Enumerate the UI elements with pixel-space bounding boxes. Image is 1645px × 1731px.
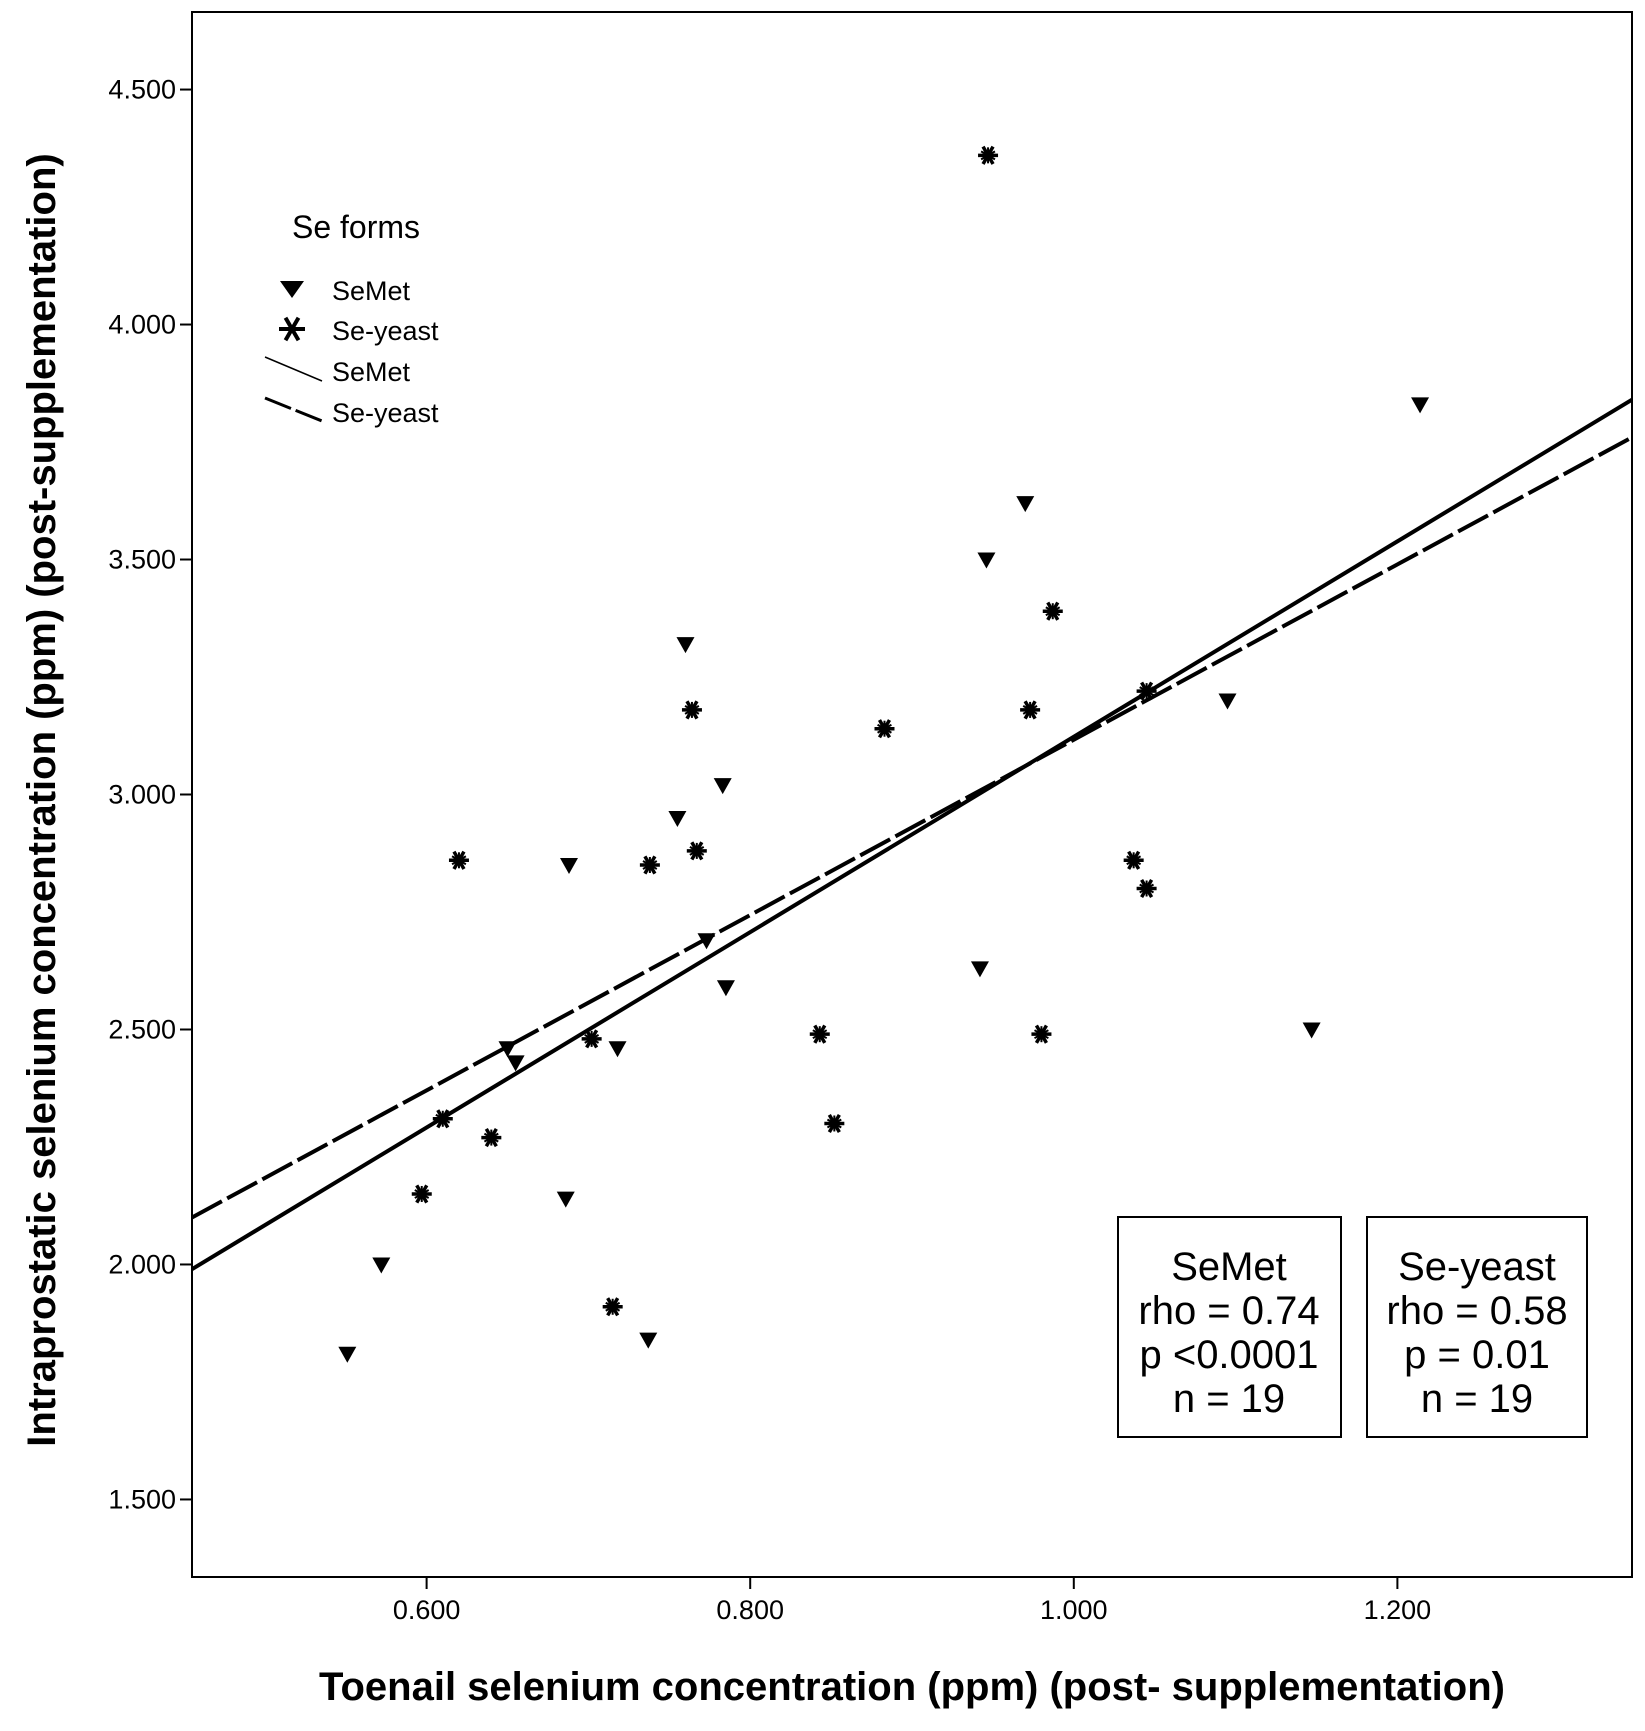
data-point-seyeast [481, 1128, 502, 1148]
legend-item-semet-line: SeMet [264, 356, 411, 387]
data-point-seyeast [411, 1184, 432, 1204]
data-point-semet [970, 961, 989, 978]
fit-line-solid [190, 398, 1634, 1271]
legend-label: Se-yeast [332, 398, 439, 428]
stats-line: n = 19 [1421, 1377, 1533, 1421]
regression-lines [190, 398, 1634, 1271]
data-point-semet [1302, 1022, 1321, 1039]
legend-item-seyeast-marker: Se-yeast [279, 316, 439, 346]
x-axis: 0.600 0.800 1.000 1.200 [393, 1577, 1431, 1625]
stats-box-semet: SeMet rho = 0.74 p <0.0001 n = 19 [1117, 1216, 1342, 1438]
y-tick-label: 1.500 [108, 1484, 176, 1514]
data-point-semet [559, 857, 578, 874]
y-tick-label: 3.500 [108, 545, 176, 575]
legend-label: SeMet [332, 276, 411, 306]
legend: Se forms SeMet Se-yeast SeMet Se-yeast [264, 209, 439, 428]
stats-line: rho = 0.74 [1138, 1289, 1319, 1333]
legend-item-semet-marker: SeMet [280, 276, 411, 306]
legend-item-seyeast-line: Se-yeast [264, 396, 439, 428]
y-tick-label: 4.000 [108, 310, 176, 340]
y-axis: 1.500 2.000 2.500 3.000 3.500 4.000 4.500 [108, 75, 192, 1514]
stats-line: rho = 0.58 [1386, 1289, 1567, 1333]
y-tick-label: 2.500 [108, 1014, 176, 1044]
data-point-semet [668, 810, 687, 827]
legend-label: Se-yeast [332, 316, 439, 346]
data-point-seyeast [686, 841, 707, 861]
data-point-semet [977, 552, 996, 569]
data-point-seyeast [874, 719, 895, 739]
triangle-down-icon [280, 281, 304, 298]
data-point-semet [676, 637, 695, 654]
data-point-semet [639, 1332, 658, 1349]
x-tick-label: 0.600 [393, 1595, 461, 1625]
data-point-seyeast [581, 1029, 602, 1049]
fit-line-dashed [191, 435, 1633, 1220]
asterisk-icon [279, 316, 305, 342]
data-point-semet [1016, 496, 1035, 513]
solid-line-icon [264, 356, 323, 382]
data-point-semet [716, 980, 735, 997]
data-point-seyeast [639, 855, 660, 875]
data-point-seyeast [1020, 700, 1041, 720]
data-point-semet [372, 1257, 391, 1274]
y-axis-title: Intraprostatic selenium concentration (p… [20, 153, 64, 1446]
data-point-seyeast [978, 145, 999, 165]
x-tick-label: 1.000 [1040, 1595, 1108, 1625]
data-point-seyeast [1136, 681, 1157, 701]
data-point-seyeast [681, 700, 702, 720]
data-point-seyeast [448, 850, 469, 870]
x-tick-label: 1.200 [1364, 1595, 1432, 1625]
x-tick-label: 0.800 [716, 1595, 784, 1625]
data-point-seyeast [1042, 601, 1063, 621]
data-point-semet [338, 1346, 357, 1363]
stats-line: SeMet [1171, 1245, 1287, 1289]
data-point-seyeast [1031, 1024, 1052, 1044]
data-point-semet [1411, 397, 1430, 414]
data-point-semet [498, 1041, 517, 1058]
stats-line: n = 19 [1173, 1377, 1285, 1421]
dashed-line-icon [264, 396, 323, 423]
data-point-seyeast [1123, 850, 1144, 870]
data-point-semet [556, 1191, 575, 1208]
legend-label: SeMet [332, 357, 411, 387]
data-point-seyeast [809, 1024, 830, 1044]
y-tick-label: 4.500 [108, 75, 176, 105]
data-point-seyeast [602, 1297, 623, 1317]
data-point-seyeast [432, 1109, 453, 1129]
stats-box-seyeast: Se-yeast rho = 0.58 p = 0.01 n = 19 [1366, 1216, 1588, 1438]
stats-line: Se-yeast [1398, 1245, 1556, 1289]
data-point-semet [608, 1041, 627, 1058]
y-tick-label: 2.000 [108, 1249, 176, 1279]
x-axis-title: Toenail selenium concentration (ppm) (po… [319, 1665, 1505, 1709]
data-point-semet [713, 778, 732, 795]
stats-box-frame [1366, 1216, 1588, 1438]
data-point-seyeast [1136, 878, 1157, 899]
data-point-seyeast [824, 1113, 845, 1134]
data-point-semet [1218, 693, 1237, 710]
legend-title: Se forms [292, 209, 420, 245]
data-point-semet [697, 933, 716, 950]
stats-line: p = 0.01 [1404, 1333, 1550, 1377]
y-tick-label: 3.000 [108, 780, 176, 810]
stats-line: p <0.0001 [1139, 1333, 1318, 1377]
stats-box-frame [1117, 1216, 1342, 1438]
data-points [338, 145, 1430, 1363]
data-point-semet [506, 1055, 525, 1072]
